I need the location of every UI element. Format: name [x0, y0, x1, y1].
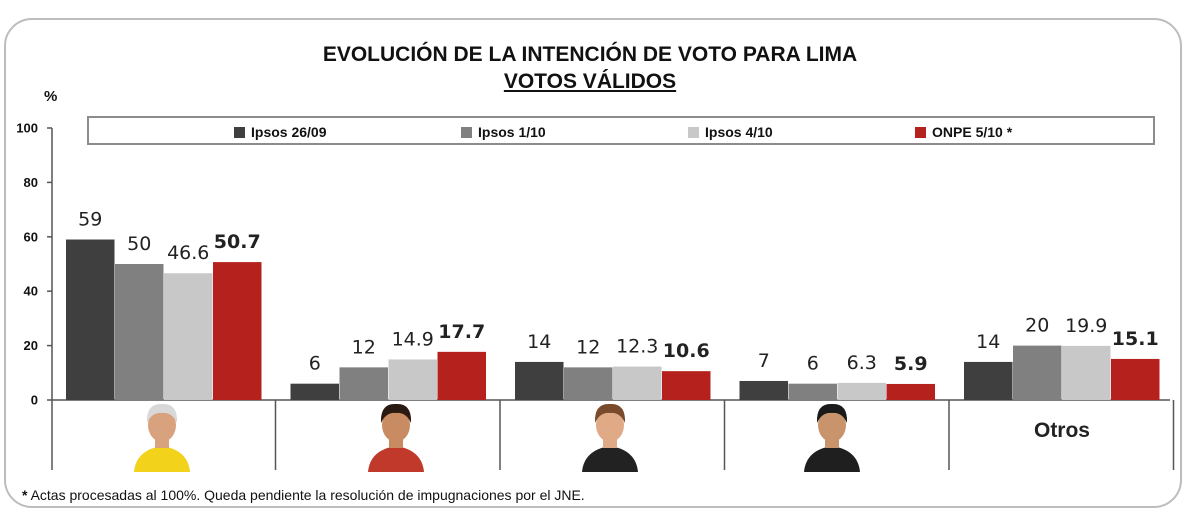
data-label: 15.1	[1112, 328, 1159, 350]
photo-shirt	[134, 446, 190, 472]
y-tick-label: 40	[24, 284, 38, 299]
candidate-portraits: Otros	[134, 403, 1090, 472]
bar	[788, 383, 837, 400]
data-label: 6	[807, 353, 819, 375]
bar	[964, 361, 1013, 400]
footnote-text: Actas procesadas al 100%. Queda pendient…	[27, 487, 585, 503]
legend-swatch	[461, 126, 472, 138]
bar	[388, 359, 437, 400]
bar	[66, 239, 115, 400]
photo-face	[148, 408, 176, 442]
data-label: 50	[127, 233, 151, 255]
bar	[437, 351, 486, 400]
legend-item: Ipsos 1/10	[461, 123, 546, 141]
photo-hair	[816, 403, 848, 423]
bar	[662, 371, 711, 400]
photo-face	[596, 408, 624, 442]
legend-swatch	[688, 126, 699, 138]
footnote: * Actas procesadas al 100%. Queda pendie…	[22, 487, 585, 503]
bar	[1062, 345, 1111, 400]
legend-swatch	[234, 126, 245, 138]
photo-hair	[594, 403, 626, 423]
category-label: Otros	[1034, 419, 1090, 442]
bar	[564, 367, 613, 400]
data-label: 5.9	[894, 353, 928, 375]
data-label: 50.7	[214, 231, 261, 253]
legend-item: ONPE 5/10 *	[915, 123, 1012, 141]
bar	[515, 361, 564, 400]
data-label: 20	[1025, 315, 1049, 337]
data-label: 7	[758, 350, 770, 372]
photo-face	[818, 408, 846, 442]
data-label: 12.3	[616, 336, 658, 358]
photo-hair	[380, 403, 412, 423]
data-label: 59	[78, 209, 102, 231]
data-label: 19.9	[1065, 315, 1107, 337]
data-label: 14.9	[392, 328, 434, 350]
data-labels: 59 6 14 7 14 50 12 12 6 20 46.6 14.9 12.3 6.3 19.9 50.7…	[78, 209, 1159, 375]
legend-item: Ipsos 4/10	[688, 123, 773, 141]
data-label: 17.7	[438, 321, 485, 343]
y-tick-label: 60	[24, 229, 38, 244]
photo-shirt	[804, 446, 860, 472]
photo-shirt	[582, 446, 638, 472]
photo-shirt	[368, 446, 424, 472]
legend-label: Ipsos 1/10	[478, 124, 546, 140]
y-tick-label: 80	[24, 175, 38, 190]
candidate-photo	[582, 403, 638, 472]
legend-label: Ipsos 26/09	[251, 124, 327, 140]
data-label: 12	[576, 336, 600, 358]
bar	[886, 383, 935, 400]
bar	[1013, 345, 1062, 400]
data-label: 10.6	[663, 340, 710, 362]
candidate-photo	[804, 403, 860, 472]
bar	[213, 262, 262, 400]
y-tick-label: 0	[31, 393, 38, 408]
legend: Ipsos 26/09 Ipsos 1/10 Ipsos 4/10 ONPE 5…	[87, 116, 1155, 145]
data-label: 12	[352, 336, 376, 358]
chart-frame	[4, 18, 1182, 508]
bar	[739, 380, 788, 400]
data-label: 46.6	[167, 242, 209, 264]
footnote-marker: *	[22, 487, 28, 503]
legend-item: Ipsos 26/09	[234, 123, 327, 141]
bar	[613, 366, 662, 400]
photo-face	[382, 408, 410, 442]
y-tick-label: 20	[24, 338, 38, 353]
data-label: 6.3	[847, 352, 877, 374]
chart-subtitle: VOTOS VÁLIDOS	[503, 70, 677, 93]
data-label: 14	[976, 331, 1000, 353]
bar	[115, 264, 164, 400]
y-axis-unit: %	[44, 88, 58, 105]
legend-label: Ipsos 4/10	[705, 124, 773, 140]
chart-title: EVOLUCIÓN DE LA INTENCIÓN DE VOTO PARA L…	[322, 43, 858, 66]
data-label: 14	[527, 331, 551, 353]
bar	[164, 273, 213, 400]
bars	[66, 239, 1160, 400]
photo-hair	[146, 403, 178, 423]
bar	[339, 367, 388, 400]
y-tick-label: 100	[16, 121, 38, 136]
bar	[1111, 358, 1160, 400]
bar	[290, 383, 339, 400]
candidate-photo	[134, 403, 190, 472]
legend-label: ONPE 5/10 *	[932, 124, 1013, 140]
bar	[837, 382, 886, 400]
data-label: 6	[309, 353, 321, 375]
legend-swatch	[915, 126, 926, 138]
candidate-photo	[368, 403, 424, 472]
